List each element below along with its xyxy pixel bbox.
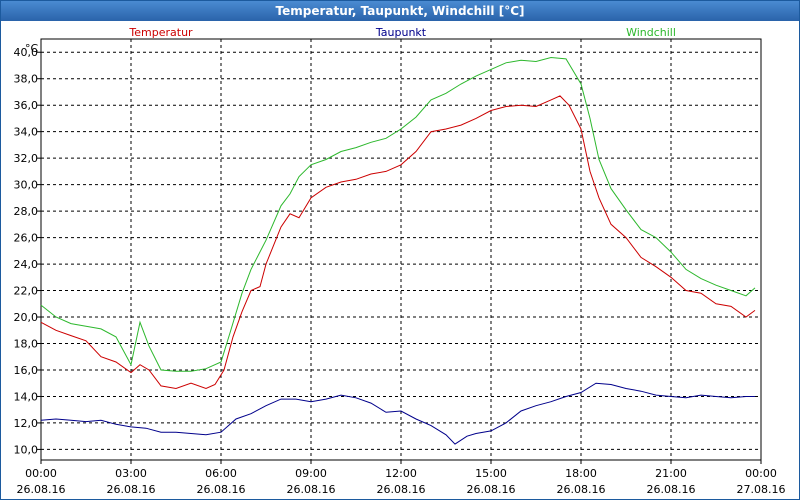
- y-tick-label: 10,0: [14, 443, 39, 456]
- y-tick-label: 34,0: [14, 126, 39, 139]
- legend-entry-temperatur: Temperatur: [128, 26, 193, 39]
- y-tick-label: 22,0: [14, 285, 39, 298]
- y-tick-label: 28,0: [14, 205, 39, 218]
- x-tick-date: 26.08.16: [17, 483, 66, 496]
- y-tick-label: 40,0: [14, 46, 39, 59]
- series-line-temperatur: [40, 95, 756, 390]
- x-tick-date: 27.08.16: [737, 483, 786, 496]
- y-tick-label: 16,0: [14, 364, 39, 377]
- x-tick-date: 26.08.16: [647, 483, 696, 496]
- x-tick-time: 12:00: [385, 467, 417, 480]
- y-tick-label: 30,0: [14, 179, 39, 192]
- x-tick-time: 03:00: [115, 467, 147, 480]
- x-tick-time: 21:00: [655, 467, 687, 480]
- x-tick-date: 26.08.16: [287, 483, 336, 496]
- legend-entry-windchill: Windchill: [626, 26, 676, 39]
- series-lines: [40, 56, 756, 445]
- y-axis-ticks: 10,0 12,0 14,0 16,0 18,0 20,0 22,0 24,0 26,0 28,0…: [14, 46, 41, 456]
- x-tick-time: 09:00: [295, 467, 327, 480]
- x-tick-date: 26.08.16: [107, 483, 156, 496]
- y-tick-label: 20,0: [14, 311, 39, 324]
- series-line-taupunkt: [40, 382, 755, 445]
- series-line-windchill: [40, 56, 756, 372]
- x-tick-date: 26.08.16: [467, 483, 516, 496]
- y-axis-label: °C: [25, 42, 39, 55]
- x-tick-time: 15:00: [475, 467, 507, 480]
- y-tick-label: 12,0: [14, 417, 39, 430]
- y-tick-label: 38,0: [14, 73, 39, 86]
- y-tick-label: 26,0: [14, 232, 39, 245]
- legend: Temperatur Taupunkt Windchill: [128, 26, 676, 39]
- x-tick-time: 00:00: [25, 467, 57, 480]
- grid-lines: [41, 39, 761, 460]
- y-tick-label: 18,0: [14, 337, 39, 350]
- x-tick-time: 18:00: [565, 467, 597, 480]
- x-axis-ticks: 00:00 26.08.16 03:00 26.08.16 06:00 26.08.16 0…: [17, 460, 786, 496]
- y-tick-label: 24,0: [14, 258, 39, 271]
- x-tick-date: 26.08.16: [377, 483, 426, 496]
- y-tick-label: 14,0: [14, 390, 39, 403]
- x-tick-date: 26.08.16: [557, 483, 606, 496]
- y-tick-label: 32,0: [14, 152, 39, 165]
- x-tick-time: 00:00: [745, 467, 777, 480]
- window-title: Temperatur, Taupunkt, Windchill [°C]: [1, 1, 799, 21]
- y-tick-label: 36,0: [14, 99, 39, 112]
- x-tick-time: 06:00: [205, 467, 237, 480]
- line-chart: °C 10,0 12,0 14,0 16,0 18,0 20,0 22,0 24,0 26,0 2…: [14, 26, 786, 496]
- x-tick-date: 26.08.16: [197, 483, 246, 496]
- legend-entry-taupunkt: Taupunkt: [375, 26, 427, 39]
